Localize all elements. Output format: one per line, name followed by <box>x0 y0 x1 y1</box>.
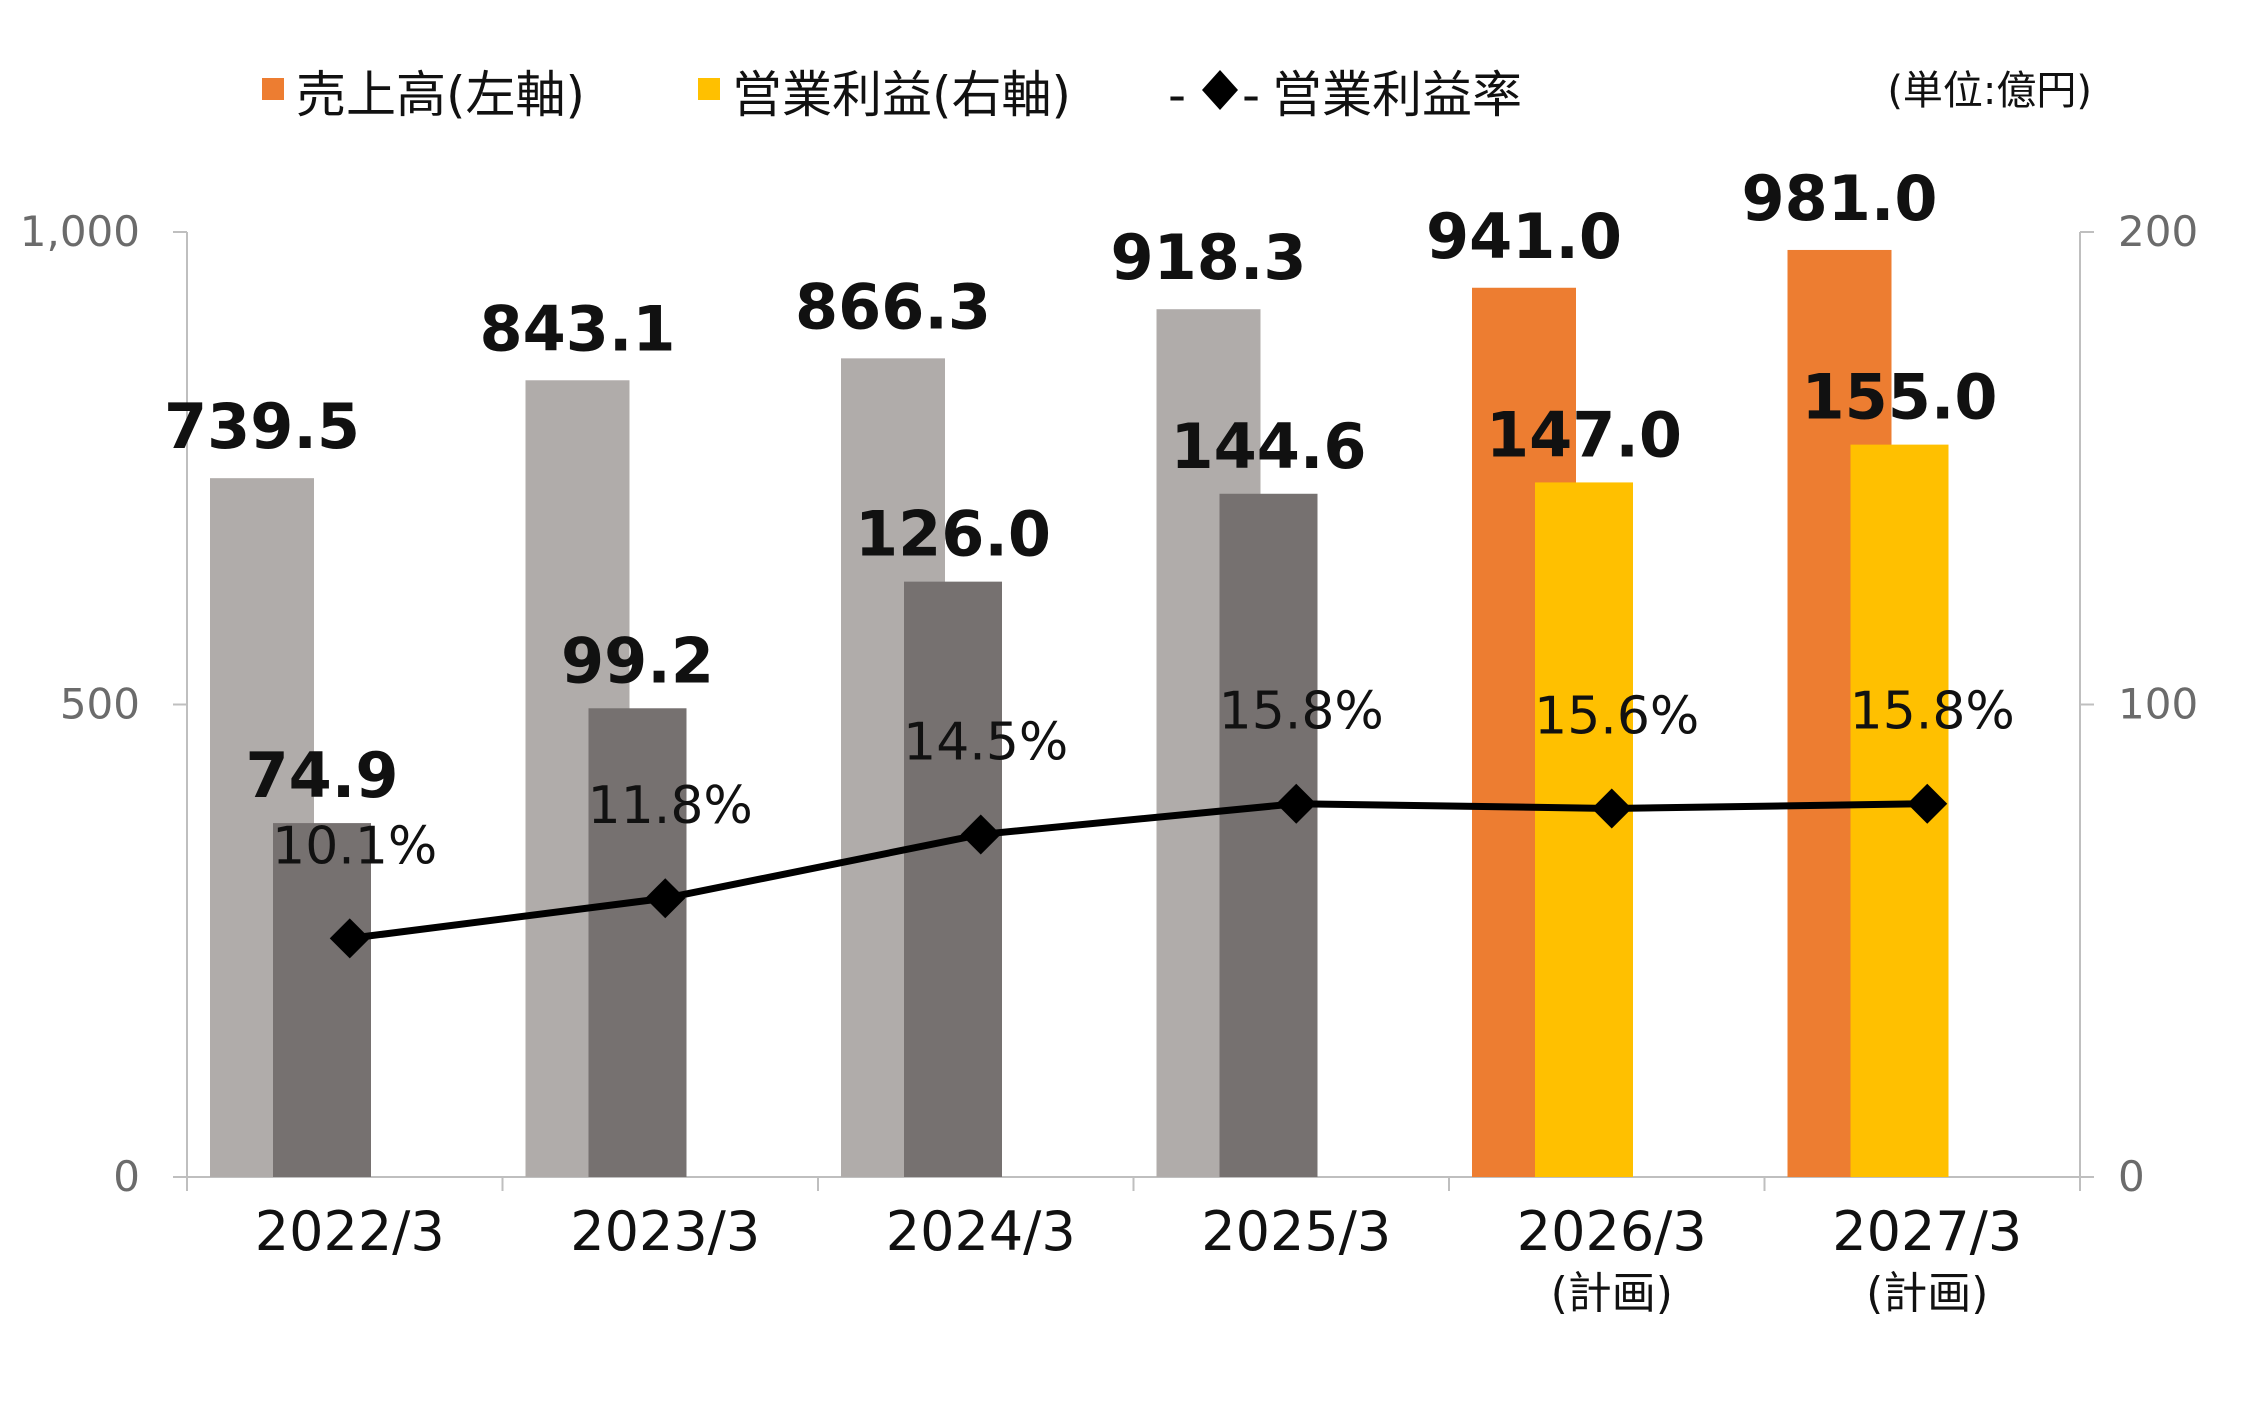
profit-value-label: 126.0 <box>855 498 1051 571</box>
legend-margin-dash-left: - <box>1168 66 1186 124</box>
category-label: 2026/3 <box>1517 1200 1707 1263</box>
margin-value-label: 11.8% <box>588 776 753 836</box>
legend-margin-dash-right: - <box>1242 66 1260 124</box>
margin-marker <box>1276 783 1317 824</box>
profit-bar <box>1219 493 1318 1177</box>
profit-value-label: 144.6 <box>1170 410 1366 483</box>
category-sublabel: (計画) <box>1866 1268 1988 1319</box>
profit-bar <box>904 581 1002 1177</box>
profit-value-label: 99.2 <box>561 624 714 697</box>
left-tick-label: 0 <box>113 1152 140 1201</box>
sales-value-label: 739.5 <box>164 390 360 463</box>
right-tick-label: 100 <box>2118 680 2198 729</box>
data-labels: 739.5 74.9 843.1 99.2 866.3 126.0 918.3 144.6 94… <box>164 162 2015 876</box>
right-tick-label: 200 <box>2118 207 2198 256</box>
margin-marker <box>329 918 370 959</box>
sales-value-label: 941.0 <box>1426 200 1622 273</box>
margin-marker <box>960 814 1001 855</box>
unit-note: (単位:億円) <box>1887 68 2092 114</box>
category-label: 2027/3 <box>1832 1200 2022 1263</box>
category-label: 2022/3 <box>255 1200 445 1263</box>
profit-value-label: 147.0 <box>1486 398 1682 471</box>
margin-value-label: 15.8% <box>1219 682 1384 742</box>
sales-value-label: 866.3 <box>795 270 991 343</box>
profit-bar <box>588 708 687 1177</box>
category-label: 2023/3 <box>570 1200 760 1263</box>
legend-margin-marker: - - <box>1168 66 1260 124</box>
profit-bar <box>273 823 371 1177</box>
margin-value-label: 15.8% <box>1850 682 2015 742</box>
margin-marker <box>1907 783 1948 824</box>
sales-value-label: 843.1 <box>479 292 675 365</box>
legend-margin-label: 営業利益率 <box>1272 66 1522 124</box>
margin-marker <box>645 878 686 919</box>
margin-value-label: 15.6% <box>1534 686 1699 746</box>
margin-value-label: 14.5% <box>903 712 1068 772</box>
legend-profit-label: 営業利益(右軸) <box>732 66 1071 124</box>
category-label: 2024/3 <box>886 1200 1076 1263</box>
legend-sales-label: 売上高(左軸) <box>296 66 585 124</box>
profit-bar <box>1535 482 1633 1177</box>
legend-sales-swatch <box>262 78 284 100</box>
sales-value-label: 918.3 <box>1110 221 1306 294</box>
right-tick-label: 0 <box>2118 1152 2145 1201</box>
margin-line-layer <box>329 783 1948 959</box>
margin-value-label: 10.1% <box>272 816 437 876</box>
margin-line <box>349 800 1928 942</box>
margin-marker <box>1591 788 1632 829</box>
left-tick-label: 1,000 <box>20 207 140 256</box>
category-labels: 2022/3 2023/3 2024/3 2025/3 2026/3(計画)2027/3… <box>255 1200 2022 1319</box>
left-tick-label: 500 <box>60 680 140 729</box>
right-axis-ticks: 0 100 200 <box>2080 207 2198 1201</box>
sales-value-label: 981.0 <box>1741 162 1937 235</box>
profit-value-label: 74.9 <box>246 739 399 812</box>
profit-value-label: 155.0 <box>1801 361 1997 434</box>
legend-margin-diamond <box>1202 70 1238 110</box>
legend: 売上高(左軸) 営業利益(右軸) - - 営業利益率 (単位:億円) <box>262 66 2092 124</box>
category-label: 2025/3 <box>1201 1200 1391 1263</box>
legend-profit-swatch <box>698 78 720 100</box>
category-sublabel: (計画) <box>1551 1268 1673 1319</box>
left-axis-ticks: 0 500 1,000 <box>20 207 2081 1201</box>
bars <box>210 249 1949 1177</box>
